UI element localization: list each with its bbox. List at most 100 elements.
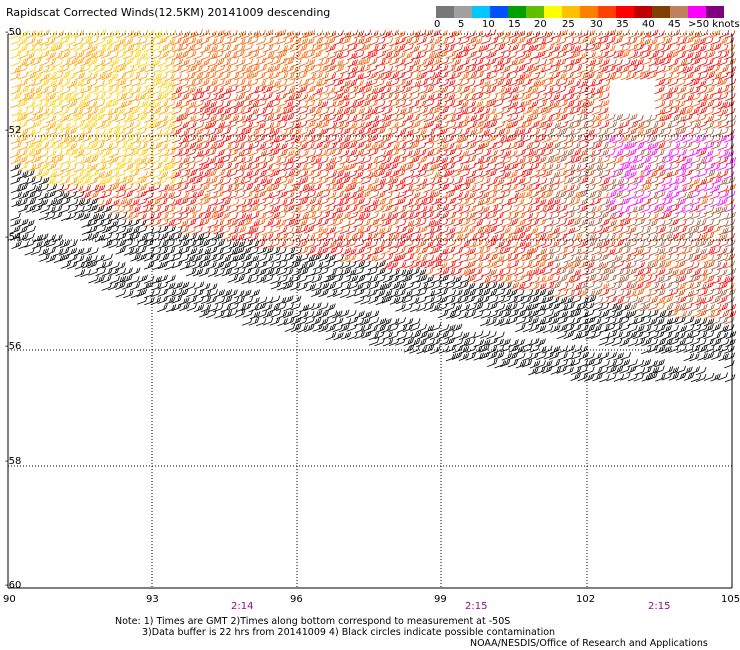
wind-barb: [409, 114, 420, 123]
wind-barb: [718, 85, 730, 94]
wind-barb: [193, 135, 204, 144]
wind-barb: [599, 99, 610, 108]
wind-barb: [179, 73, 190, 82]
wind-barb: [473, 191, 484, 200]
wind-barb: [87, 225, 98, 234]
wind-barb: [297, 51, 308, 60]
wind-barb: [101, 162, 112, 171]
wind-barb: [186, 247, 198, 256]
wind-barb: [354, 246, 365, 256]
wind-barb: [605, 113, 616, 122]
wind-barb: [353, 170, 364, 180]
wind-barb: [66, 211, 77, 220]
wind-barb: [501, 86, 512, 95]
wind-barb: [199, 71, 210, 81]
wind-barb: [471, 51, 483, 60]
wind-barb: [347, 51, 358, 60]
wind-barb: [101, 100, 113, 109]
wind-barb: [423, 37, 435, 46]
wind-barb: [200, 247, 212, 256]
wind-barb: [221, 87, 232, 96]
wind-barb: [535, 297, 547, 306]
wind-barb: [129, 276, 140, 285]
wind-barb: [522, 316, 533, 325]
wind-barb: [18, 241, 29, 250]
wind-barb: [492, 113, 504, 122]
wind-barb: [130, 78, 142, 87]
wind-barb: [282, 276, 294, 285]
wind-barb: [255, 218, 266, 227]
wind-barb: [640, 121, 651, 130]
wind-barb: [157, 79, 168, 88]
wind-barb: [493, 233, 505, 242]
wind-barb: [668, 269, 679, 278]
wind-barb: [74, 134, 85, 143]
wind-barb: [381, 134, 392, 144]
wind-barb: [115, 275, 127, 284]
wind-barb: [388, 108, 400, 117]
wind-barb: [248, 36, 259, 45]
wind-barb: [325, 30, 337, 39]
wind-barb: [416, 51, 427, 60]
wind-barb: [284, 169, 296, 178]
wind-barb: [87, 57, 98, 66]
wind-barb: [647, 114, 658, 123]
wind-barb: [290, 260, 301, 269]
wind-barb: [115, 30, 126, 39]
wind-barb: [394, 86, 406, 95]
wind-barb: [479, 288, 491, 297]
wind-barb: [249, 45, 260, 54]
wind-barb: [135, 246, 147, 255]
wind-barb: [262, 72, 274, 81]
wind-barb: [108, 163, 120, 172]
wind-barb: [80, 156, 92, 165]
wind-barb: [724, 275, 735, 284]
wind-barb: [584, 134, 596, 143]
wind-barb: [94, 219, 105, 228]
wind-barb: [88, 212, 100, 222]
wind-barb: [165, 274, 176, 284]
wind-barb: [318, 233, 329, 242]
wind-barb: [11, 141, 22, 150]
wind-barb: [235, 163, 246, 172]
wind-barb: [550, 246, 561, 255]
wind-barb: [80, 93, 91, 102]
wind-barb: [375, 267, 386, 276]
wind-barb: [347, 43, 358, 52]
wind-barb: [339, 58, 350, 67]
wind-barb: [256, 275, 267, 284]
wind-barb: [704, 71, 715, 80]
wind-barb: [634, 121, 645, 130]
wind-barb: [325, 198, 336, 207]
wind-barb: [199, 183, 210, 192]
wind-barb: [130, 30, 141, 39]
wind-barb: [367, 204, 378, 213]
wind-barb: [374, 232, 385, 241]
wind-barb: [430, 71, 442, 80]
wind-barb: [676, 247, 687, 256]
wind-barb: [325, 163, 336, 172]
wind-barb: [80, 191, 92, 200]
wind-barb: [227, 30, 238, 39]
wind-barb: [535, 169, 547, 178]
wind-barb: [353, 219, 364, 228]
wind-barb: [353, 164, 365, 173]
wind-barb: [129, 64, 140, 73]
wind-barb: [437, 64, 449, 73]
wind-barb: [137, 148, 149, 157]
wind-barb: [493, 269, 504, 278]
wind-barb: [668, 78, 679, 87]
wind-barb: [396, 212, 407, 221]
wind-barb: [395, 183, 406, 192]
wind-barb: [374, 79, 385, 88]
wind-barb: [228, 79, 239, 88]
wind-barb: [353, 282, 364, 292]
wind-barb: [550, 205, 561, 214]
wind-barb: [403, 135, 415, 144]
wind-barb: [549, 65, 560, 74]
wind-barb: [717, 169, 729, 179]
wind-barb: [333, 45, 344, 54]
wind-barb: [150, 226, 162, 235]
wind-barb: [221, 247, 232, 256]
wind-barb: [395, 44, 406, 53]
